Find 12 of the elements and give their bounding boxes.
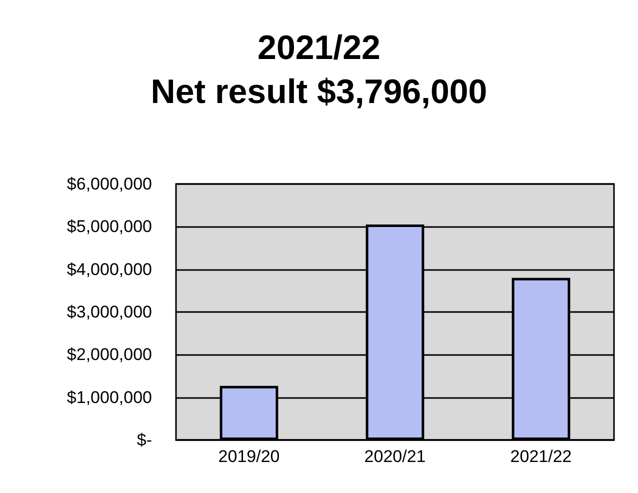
y-tick-label: $6,000,000 [66,174,152,194]
y-tick-label: $- [136,430,152,450]
y-tick-label: $3,000,000 [66,302,152,322]
chart-title: 2021/22 [258,29,380,67]
x-tick-label: 2020/21 [364,447,426,466]
x-tick-label: 2019/20 [218,447,280,466]
y-tick-label: $2,000,000 [66,345,152,364]
y-tick-label: $4,000,000 [66,260,152,279]
y-tick-label: $1,000,000 [66,388,152,407]
y-tick-label: $5,000,000 [66,217,152,236]
chart-subtitle: Net result $3,796,000 [150,73,488,111]
x-tick-label: 2021/22 [510,447,572,466]
